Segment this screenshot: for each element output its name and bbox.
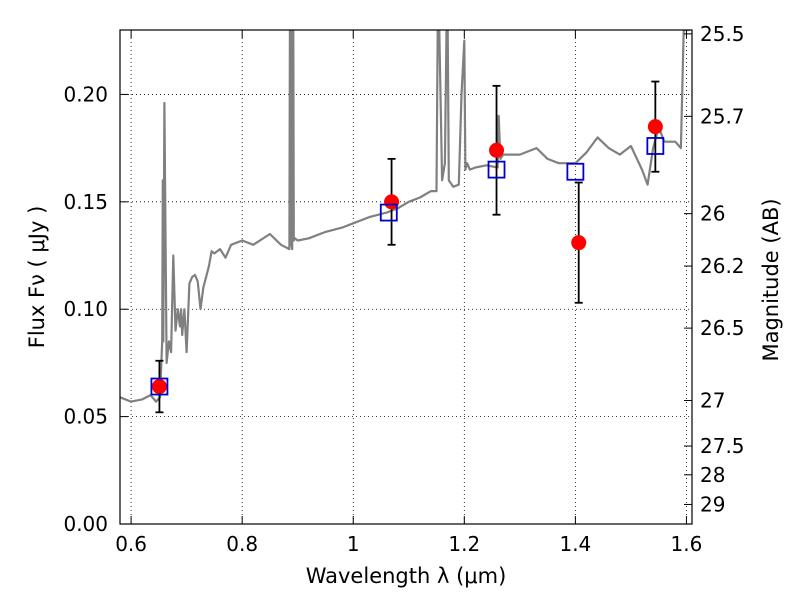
y2-tick-label: 27.5: [700, 434, 745, 458]
y2-tick-label: 26.2: [700, 254, 745, 278]
x-tick-label: 1.2: [448, 532, 480, 556]
x-axis-label: Wavelength λ (μm): [306, 564, 507, 588]
y-tick-label: 0.00: [63, 512, 108, 536]
plot-area: [120, 30, 690, 414]
x-tick-label: 1: [347, 532, 360, 556]
y-tick-label: 0.10: [63, 297, 108, 321]
x-tick-label: 1.6: [671, 532, 703, 556]
y-tick-label: 0.05: [63, 405, 108, 429]
x-tick-label: 0.6: [115, 532, 147, 556]
plot-frame: [119, 29, 693, 525]
y2-tick-label: 25.7: [700, 104, 745, 128]
spectrum-line: [120, 30, 690, 403]
y2-tick-label: 29: [700, 492, 725, 516]
axis-ticks: 0.6 0.8 1 1.2 1.4 1.6 0.00 0.05 0.10 0.15 0.20 25.5…: [63, 22, 744, 556]
model-square: [379, 203, 398, 222]
y2-tick-label: 27: [700, 389, 725, 413]
y2-tick-label: 26: [700, 202, 725, 226]
y2-tick-label: 28: [700, 463, 725, 487]
x-tick-label: 1.4: [559, 532, 591, 556]
observed-point: [489, 142, 505, 158]
y-axis-label: Flux Fν ( μJy ): [25, 206, 49, 349]
observed-point: [384, 194, 400, 210]
y2-axis-label: Magnitude (AB): [759, 198, 783, 361]
model-square: [566, 162, 585, 181]
y2-tick-label: 25.5: [700, 22, 745, 46]
model-square: [646, 137, 665, 155]
y2-tick-label: 26.5: [700, 316, 745, 340]
observed-point: [571, 235, 587, 251]
y-tick-label: 0.15: [63, 190, 108, 214]
model-square: [150, 377, 169, 396]
observed-point: [151, 379, 167, 395]
model-square: [487, 160, 506, 179]
x-tick-label: 0.8: [226, 532, 258, 556]
y-tick-label: 0.20: [63, 82, 108, 106]
observed-point: [647, 119, 663, 135]
